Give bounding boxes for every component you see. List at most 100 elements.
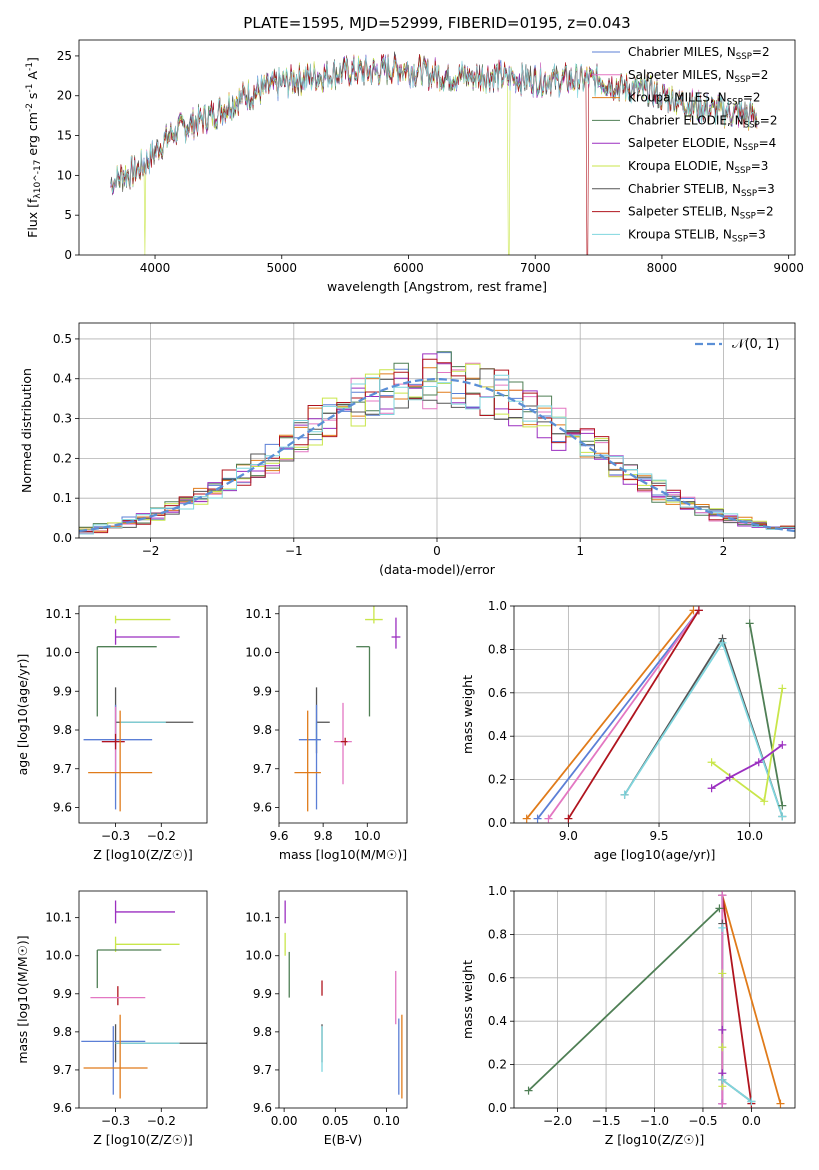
plot-area [525,609,784,820]
y-tick-label: 0.0 [488,1101,507,1115]
weight-marker [718,1075,727,1084]
y-tick-label: 1.0 [488,884,507,898]
label-part: -1 [25,62,35,71]
x-tick-label: −1 [285,544,303,558]
label-part: -2 [25,103,35,112]
label-part: =2 [760,113,778,127]
weight-marker [544,814,553,823]
x-tick-label: −0.2 [147,1114,176,1128]
x-tick-label: 10.0 [736,829,763,843]
y-axis-label: mass [log10(M/M☉)] [15,935,30,1063]
y-tick-label: 0.4 [488,729,507,743]
plot-area [284,900,403,1099]
spectrum-panel: 4000 5000 6000 7000 8000 9000 0 5 10 15 20 25 wavele… [25,39,804,294]
y-tick-label: 10.1 [245,607,272,621]
y-tick-label: 10.0 [245,949,272,963]
label-part: =3 [757,182,775,196]
y-tick-label: 9.8 [253,723,272,737]
label-part: SSP [735,166,751,176]
y-tick-label: 0.0 [53,531,72,545]
axes-frame [78,605,208,824]
weight-marker [776,1099,785,1108]
y-tick-label: 9.9 [53,987,72,1001]
histogram-line [79,358,795,534]
y-tick-label: 0.2 [488,773,507,787]
weight-line [721,895,753,1104]
x-tick-label: 0.0 [742,1114,761,1128]
y-tick-label: 5 [64,208,72,222]
label-part: λ10^-17 [33,160,43,199]
weight-marker [718,891,727,900]
label-part: Z [log10(Z/Z☉)] [93,847,193,862]
y-tick-label: 9.7 [253,1063,272,1077]
weight-marker [718,1025,727,1034]
x-axis-label: age [log10(age/yr)] [594,847,716,862]
label-part: erg cm [25,112,40,160]
weight-line [547,609,700,820]
residuals-panel: −2 −1 0 1 2 0.0 0.1 0.2 0.3 0.4 0.5 (data-model)/er… [19,322,796,577]
y-tick-label: 0.6 [488,971,507,985]
label-part: =2 [751,68,769,82]
label-part: Z [log10(Z/Z☉)] [93,1132,193,1147]
y-tick-label: 0.4 [53,372,72,386]
legend-label: Chabrier MILES, NSSP=2 [628,45,770,62]
label-part: Salpeter STELIB, N [628,205,740,219]
mass-vs-Z-panel: −0.3 −0.2 9.6 9.7 9.8 9.9 10.0 10.1 Z [log10(Z/Z… [15,890,208,1147]
label-part: Kroupa ELODIE, N [628,159,735,173]
y-tick-label: 9.6 [253,801,272,815]
y-tick-label: 1.0 [488,599,507,613]
y-tick-label: 10.1 [45,607,72,621]
weight-marker [718,969,727,978]
label-part: Kroupa STELIB, N [628,227,732,241]
weight-marker [620,790,629,799]
weight-line [525,609,695,820]
legend-label: Kroupa ELODIE, NSSP=3 [628,159,768,176]
y-tick-label: 0.6 [488,686,507,700]
weight-marker [778,812,787,821]
y-axis-label: age [log10(age/yr)] [15,654,30,776]
label-part: =2 [743,91,761,105]
weight-line [567,609,700,820]
weight-marker [524,1086,533,1095]
y-tick-label: 20 [57,89,72,103]
y-tick-label: 0.0 [488,816,507,830]
axes-frame [278,605,408,824]
x-tick-label: 7000 [520,261,551,275]
weight-marker [564,814,573,823]
x-axis-label: wavelength [Angstrom, rest frame] [327,279,547,294]
weight-line [623,636,784,817]
y-tick-label: 0.1 [53,491,72,505]
legend-label: Chabrier ELODIE, NSSP=2 [628,113,777,130]
age-vs-mass-panel: 9.6 9.8 10.0 9.6 9.7 9.8 9.9 10.0 10.1 mass [log1… [245,605,408,862]
weight-marker [725,773,734,782]
y-tick-label: 9.8 [53,1025,72,1039]
y-tick-label: 0.3 [53,412,72,426]
label-part: A [25,71,40,84]
weight-line [721,895,782,1104]
y-tick-label: 9.7 [53,762,72,776]
label-part: ] [25,57,40,62]
weight-marker [715,904,724,913]
weight-marker [718,1099,727,1108]
label-part: SSP [742,143,758,153]
x-tick-label: 4000 [140,261,171,275]
x-tick-label: −0.5 [688,1114,717,1128]
weight-marker [707,784,716,793]
spectrum-line [110,54,758,255]
weight-marker [718,638,727,647]
x-axis-label: (data-model)/error [379,562,496,577]
legend-label: Chabrier STELIB, NSSP=3 [628,182,775,199]
x-tick-label: −1.5 [591,1114,620,1128]
label-part: E(B-V) [324,1132,363,1147]
weight-marker [707,758,716,767]
x-tick-label: −0.3 [101,829,130,843]
label-part: =3 [751,159,769,173]
label-part: mass [log10(M/M☉)] [15,935,30,1063]
label-part: age [log10(age/yr)] [594,847,716,862]
x-tick-label: −2.0 [543,1114,572,1128]
label-part: Kroupa MILES, N [628,91,727,105]
spectrum-line [110,56,758,194]
axes-frame [78,39,796,256]
label-part: Salpeter MILES, N [628,68,735,82]
